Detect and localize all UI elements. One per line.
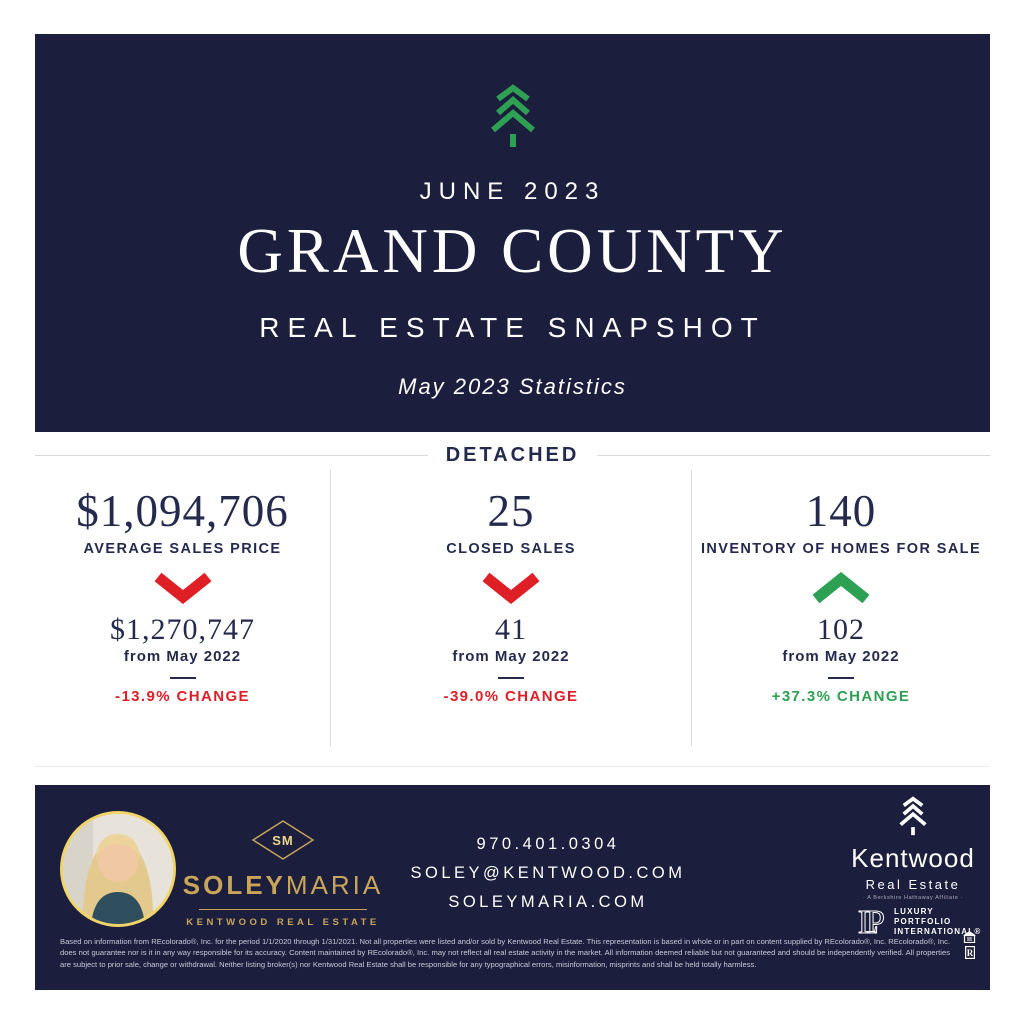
kentwood-tree-icon <box>899 796 927 836</box>
hero-section: JUNE 2023 GRAND COUNTY REAL ESTATE SNAPS… <box>35 34 990 432</box>
realtor-icon: R <box>964 946 975 959</box>
lp-line-1: LUXURY <box>894 906 934 916</box>
svg-text:R: R <box>966 948 973 958</box>
dash-divider <box>169 676 196 679</box>
legal-disclaimer: Based on information from REcolorado®, I… <box>60 937 950 969</box>
sm-diamond-monogram: SM <box>251 820 315 860</box>
stat-closed-sales: 25 CLOSED SALES 41 from May 2022 -39.0% … <box>330 470 692 746</box>
section-heading: DETACHED <box>35 444 991 467</box>
hero-subtitle: REAL ESTATE SNAPSHOT <box>259 312 766 344</box>
agent-brokerage-tagline: KENTWOOD REAL ESTATE <box>186 917 380 928</box>
up-arrow-icon <box>812 571 870 604</box>
stat-average-sales-price: $1,094,706 AVERAGE SALES PRICE $1,270,74… <box>35 470 330 746</box>
gold-rule <box>199 909 367 910</box>
hero-month-label: JUNE 2023 <box>419 178 606 205</box>
stat-label: CLOSED SALES <box>446 540 576 557</box>
svg-text:P: P <box>866 904 885 939</box>
stat-label: INVENTORY OF HOMES FOR SALE <box>700 540 982 557</box>
stat-label: AVERAGE SALES PRICE <box>83 540 282 557</box>
page-title: GRAND COUNTY <box>237 216 788 286</box>
agent-portrait-illustration <box>63 814 173 924</box>
equal-housing-icon <box>963 931 976 943</box>
agent-last-name: MARIA <box>285 870 384 900</box>
pine-tree-icon <box>490 84 535 147</box>
phone-link[interactable]: 970.401.0304 <box>476 835 620 853</box>
stat-previous-label: from May 2022 <box>123 647 242 665</box>
agent-photo <box>60 811 176 927</box>
stat-inventory: 140 INVENTORY OF HOMES FOR SALE 102 from… <box>692 470 990 746</box>
left-rule <box>35 455 428 456</box>
agent-first-name: SOLEY <box>182 870 286 900</box>
stat-value: 140 <box>805 486 877 536</box>
dash-divider <box>828 676 854 679</box>
sm-monogram-text: SM <box>272 833 294 848</box>
dash-divider <box>498 676 524 679</box>
kentwood-division: Real Estate <box>865 877 961 892</box>
lp-monogram-icon: L P <box>858 904 886 940</box>
website-link[interactable]: SOLEYMARIA.COM <box>448 893 648 911</box>
svg-text:L: L <box>858 904 879 939</box>
stat-value: $1,094,706 <box>76 486 289 536</box>
stat-value: 25 <box>487 486 535 536</box>
lp-line-3: INTERNATIONAL® <box>894 926 982 936</box>
stat-change: -13.9% CHANGE <box>115 687 250 705</box>
agent-name: SOLEYMARIA <box>183 870 383 901</box>
stat-previous-value: 41 <box>495 612 527 646</box>
stats-period-label: May 2023 Statistics <box>398 374 627 400</box>
down-arrow-icon <box>154 572 211 604</box>
stat-change: +37.3% CHANGE <box>771 687 911 705</box>
kentwood-wordmark: Kentwood <box>851 843 975 873</box>
contact-block: 970.401.0304 SOLEY@KENTWOOD.COM SOLEYMAR… <box>403 835 693 912</box>
lp-wordmark: LUXURY PORTFOLIO INTERNATIONAL® <box>894 907 981 936</box>
stat-previous-label: from May 2022 <box>782 647 900 665</box>
stats-row: $1,094,706 AVERAGE SALES PRICE $1,270,74… <box>35 470 990 746</box>
kentwood-logo: Kentwood Real Estate · A Berkshire Hatha… <box>835 795 991 901</box>
prefooter-divider <box>35 766 990 767</box>
down-arrow-icon <box>482 572 540 604</box>
luxury-portfolio-logo: L P LUXURY PORTFOLIO INTERNATIONAL® <box>857 903 981 940</box>
lp-line-2: PORTFOLIO <box>894 916 952 926</box>
stat-previous-value: 102 <box>817 612 865 646</box>
stat-previous-value: $1,270,747 <box>110 612 255 646</box>
email-link[interactable]: SOLEY@KENTWOOD.COM <box>410 864 686 882</box>
right-rule <box>597 455 991 456</box>
footer-section: SM SOLEYMARIA KENTWOOD REAL ESTATE 970.4… <box>35 785 990 990</box>
agent-brand-logo: SM SOLEYMARIA KENTWOOD REAL ESTATE <box>183 819 380 928</box>
stat-previous-label: from May 2022 <box>452 647 570 665</box>
section-label: DETACHED <box>445 444 580 466</box>
compliance-icons: R <box>963 931 976 959</box>
kentwood-affiliate-line: · A Berkshire Hathaway Affiliate · <box>862 895 964 901</box>
stat-change: -39.0% CHANGE <box>443 687 579 705</box>
